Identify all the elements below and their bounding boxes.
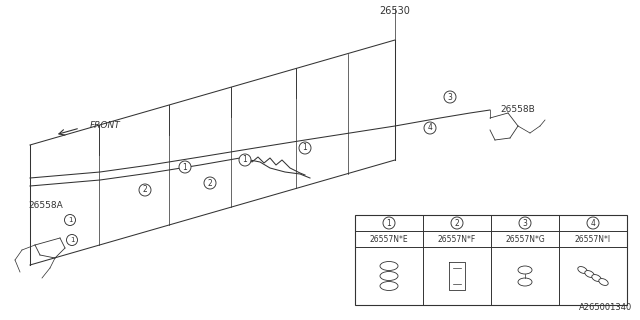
Text: 4: 4	[428, 124, 433, 132]
Circle shape	[179, 161, 191, 173]
Text: 1: 1	[70, 237, 74, 243]
Text: 1: 1	[182, 163, 188, 172]
Ellipse shape	[585, 270, 594, 277]
Text: 2: 2	[207, 179, 212, 188]
Ellipse shape	[578, 267, 588, 274]
Text: 1: 1	[243, 156, 248, 164]
Text: 3: 3	[523, 219, 527, 228]
Ellipse shape	[518, 278, 532, 286]
Circle shape	[239, 154, 251, 166]
Text: FRONT: FRONT	[90, 122, 121, 131]
Text: 4: 4	[591, 219, 595, 228]
Circle shape	[587, 217, 599, 229]
Circle shape	[444, 91, 456, 103]
Text: 26558A: 26558A	[28, 201, 63, 210]
Ellipse shape	[518, 266, 532, 274]
Text: 26558B: 26558B	[500, 106, 535, 115]
Circle shape	[424, 122, 436, 134]
Ellipse shape	[380, 271, 398, 281]
Text: 26557N*I: 26557N*I	[575, 235, 611, 244]
Text: A265001340: A265001340	[579, 303, 632, 312]
Text: 3: 3	[447, 92, 452, 101]
Bar	[355, 215, 627, 305]
Circle shape	[139, 184, 151, 196]
Text: 1: 1	[387, 219, 392, 228]
Circle shape	[65, 214, 76, 226]
Text: 26530: 26530	[380, 6, 410, 16]
Circle shape	[204, 177, 216, 189]
Ellipse shape	[592, 275, 601, 282]
Text: 2: 2	[454, 219, 460, 228]
Circle shape	[67, 235, 77, 245]
Circle shape	[451, 217, 463, 229]
Text: 1: 1	[303, 143, 307, 153]
Text: 26557N*G: 26557N*G	[505, 235, 545, 244]
Circle shape	[519, 217, 531, 229]
Ellipse shape	[599, 278, 608, 285]
Text: 1: 1	[68, 217, 72, 223]
Ellipse shape	[380, 282, 398, 291]
Text: 2: 2	[143, 186, 147, 195]
Circle shape	[383, 217, 395, 229]
Text: 26557N*E: 26557N*E	[370, 235, 408, 244]
Circle shape	[299, 142, 311, 154]
Text: 26557N*F: 26557N*F	[438, 235, 476, 244]
Ellipse shape	[380, 261, 398, 270]
